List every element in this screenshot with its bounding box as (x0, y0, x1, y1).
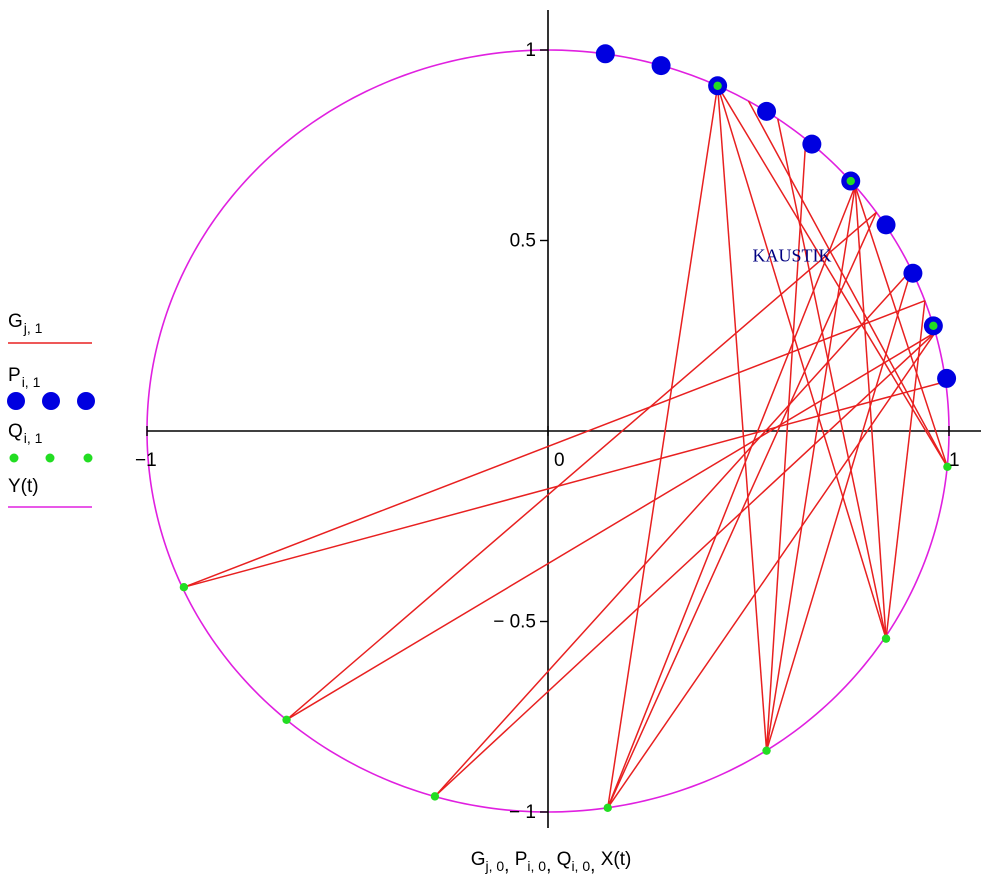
x-tick-label: 0 (554, 450, 565, 471)
legend: Gj, 1 Pi, 1 Qi, 1 Y(t) (7, 311, 95, 508)
g-segment-15 (434, 331, 936, 797)
g-segment-13 (885, 300, 926, 639)
g-segment-18 (286, 211, 877, 721)
g-segment-12 (765, 269, 913, 751)
p-point-4 (802, 134, 822, 154)
g-segment-11 (607, 212, 878, 809)
series-q-points (179, 81, 952, 813)
x-tick-label: 1 (949, 450, 960, 471)
p-point-0 (595, 44, 615, 64)
g-segment-4 (747, 100, 949, 468)
p-point-9 (937, 368, 957, 388)
axes (146, 10, 981, 828)
g-segment-7 (854, 185, 949, 468)
legend-label-y: Y(t) (8, 476, 39, 497)
g-segment-0 (716, 85, 949, 468)
x-axis-label: Gj, 0, Pi, 0, Qi, 0, X(t) (471, 849, 632, 876)
series-g-lines (183, 85, 949, 809)
legend-swatch-p-0 (7, 392, 25, 410)
y-tick-label: − 1 (509, 802, 536, 823)
g-segment-16 (286, 331, 936, 721)
y-tick-label: − 0.5 (493, 612, 536, 633)
p-point-6 (876, 215, 896, 235)
legend-swatch-q-0 (9, 453, 19, 463)
series-p-points (595, 44, 957, 388)
g-segment-20 (183, 300, 926, 588)
q-point-7 (430, 792, 440, 801)
q-point-4 (881, 634, 891, 643)
legend-swatch-q-2 (83, 453, 93, 463)
g-segment-8 (854, 185, 887, 639)
g-segment-5 (777, 118, 887, 639)
q-point-2 (929, 321, 938, 331)
kaustik-annotation: KAUSTIK (753, 245, 832, 265)
g-segment-2 (716, 85, 768, 751)
q-point-0 (713, 81, 722, 91)
legend-label-g: Gj, 1 (8, 311, 43, 336)
legend-swatch-p-2 (77, 392, 95, 410)
legend-label-p: Pi, 1 (8, 365, 41, 390)
p-point-3 (757, 101, 777, 121)
y-tick-label: 1 (525, 40, 536, 61)
legend-swatch-p-1 (42, 392, 60, 410)
q-point-9 (179, 583, 189, 592)
g-segment-1 (716, 85, 887, 639)
y-tick-label: 0.5 (510, 231, 536, 252)
g-segment-9 (765, 185, 856, 751)
g-segment-17 (434, 269, 912, 797)
x-tick-label: −1 (135, 450, 157, 471)
q-point-5 (762, 746, 771, 755)
g-segment-14 (607, 331, 936, 809)
g-segment-6 (765, 139, 807, 751)
q-point-8 (282, 715, 291, 724)
p-point-7 (903, 263, 923, 283)
q-point-1 (846, 176, 855, 186)
x-axis-label-text: Gj, 0, Pi, 0, Qi, 0, X(t) (471, 849, 632, 876)
q-point-3 (943, 462, 952, 472)
g-segment-10 (607, 185, 856, 809)
annotation-group: KAUSTIK (753, 245, 832, 265)
tick-labels: −1 0 1 1 0.5 − 0.5 − 1 (135, 40, 960, 823)
g-segment-3 (607, 85, 719, 808)
q-point-6 (603, 803, 612, 813)
legend-label-q: Qi, 1 (8, 421, 43, 446)
g-segment-19 (183, 380, 948, 588)
legend-swatch-q-1 (45, 453, 55, 463)
p-point-1 (651, 56, 671, 76)
